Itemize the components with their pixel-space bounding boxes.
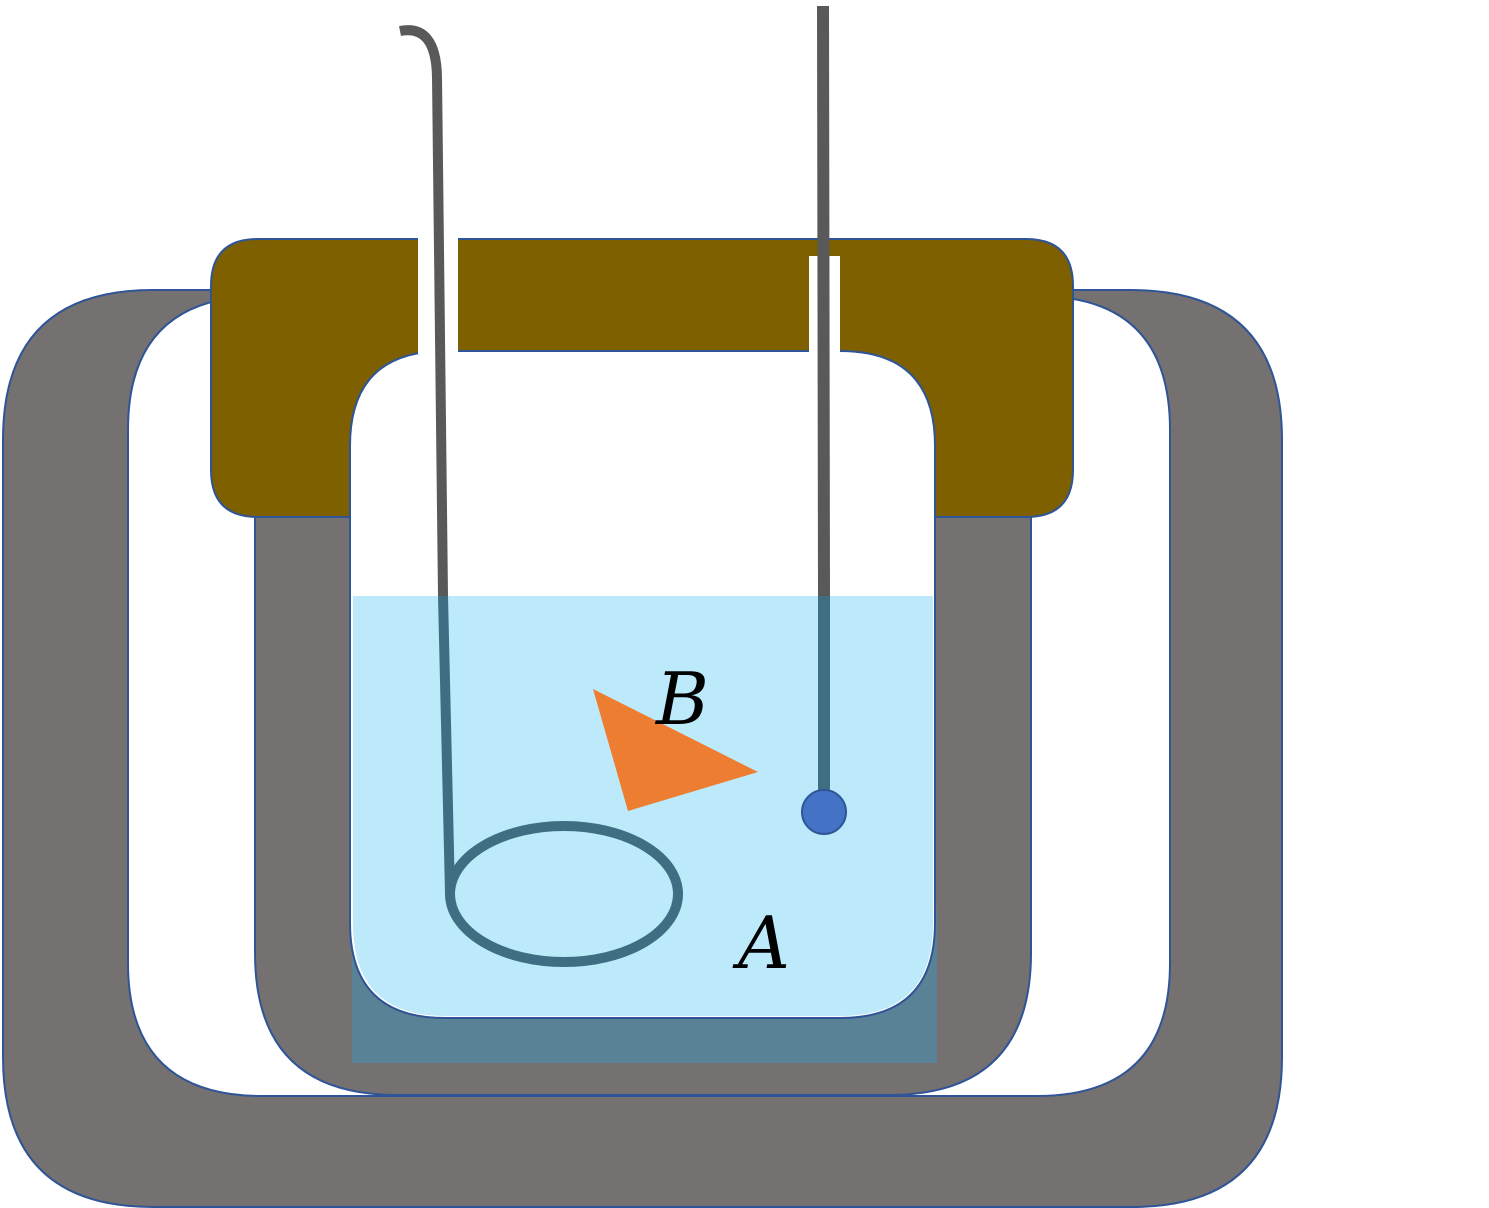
stirrer-rod-lower [438, 595, 455, 894]
label-b: B [654, 657, 709, 741]
thermometer-stem-upper [817, 5, 830, 597]
object-b [593, 689, 758, 811]
thermometer [801, 5, 847, 835]
stirrer [399, 25, 683, 967]
outer-jacket [2, 289, 1283, 1208]
stirrer-hook [399, 25, 442, 78]
thermometer-bulb [801, 789, 847, 835]
ring-stirrer [445, 821, 683, 967]
stirrer-rod-upper [432, 76, 448, 597]
label-a: A [732, 901, 790, 985]
